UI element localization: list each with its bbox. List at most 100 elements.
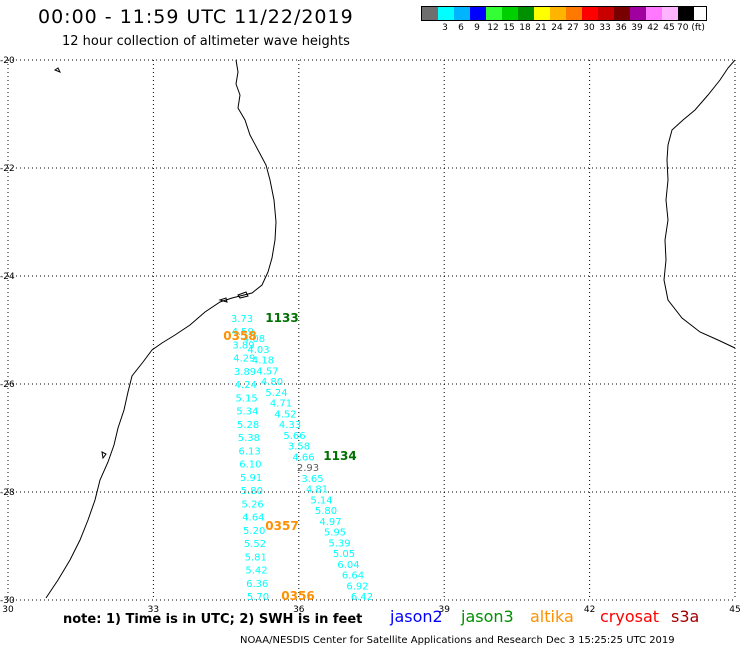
swh-value: 5.15 (235, 393, 257, 404)
pass-time-label: 0358 (223, 329, 256, 343)
swh-value: 6.10 (239, 460, 261, 471)
africa-coastline (45, 59, 277, 599)
swh-value: 2.93 (297, 463, 319, 474)
madagascar-coastline (663, 59, 736, 349)
swh-value: 6.92 (346, 581, 368, 592)
swh-value: 5.20 (243, 526, 265, 537)
swh-value: 5.34 (236, 407, 258, 418)
swh-value: 5.66 (283, 431, 305, 442)
swh-value: 6.64 (342, 571, 364, 582)
swh-value: 3.73 (231, 314, 253, 325)
swh-value: 4.81 (306, 485, 328, 496)
scale-swatch (566, 7, 582, 20)
swh-value: 5.14 (310, 495, 332, 506)
lon-tick-label: 33 (148, 605, 159, 615)
lon-tick-label: 39 (438, 605, 450, 615)
swh-value: 4.33 (279, 420, 301, 431)
legend-cryosat: cryosat (600, 607, 660, 626)
swh-value: 6.36 (246, 579, 268, 590)
scale-swatch (438, 7, 454, 20)
swh-value: 5.42 (245, 566, 267, 577)
pass-time-label: 0357 (265, 519, 298, 533)
swh-value: 4.97 (319, 517, 341, 528)
swh-value: 5.81 (245, 552, 267, 563)
scale-swatch (518, 7, 534, 20)
legend-jason3: jason3 (461, 607, 514, 626)
swh-color-scale: 3 6 9 12 15 18 21 24 27 30 33 36 39 42 45 70 (ft) (421, 6, 707, 33)
legend-jason2: jason2 (390, 607, 443, 626)
coastline (45, 59, 736, 599)
scale-swatch (422, 7, 438, 20)
lake-outline (237, 291, 249, 299)
scale-label: 33 (599, 23, 611, 33)
wave-height-values: 3.73 4.59 3.89 4.29 3.89 4.24 5.15 5.34 5.28 5.38… (231, 314, 373, 603)
swh-value: 5.80 (315, 506, 337, 517)
scale-swatch (550, 7, 566, 20)
legend-s3a: s3a (671, 607, 700, 626)
scale-swatch (598, 7, 614, 20)
swh-value: 4.71 (270, 399, 292, 410)
swh-value: 5.91 (240, 473, 262, 484)
scale-swatch (646, 7, 662, 20)
axis-labels: 30 33 36 39 42 45 -20 -22 -24 -26 -28 -30 (0, 56, 740, 615)
pass-time-label: 1133 (265, 311, 298, 325)
swh-value: 6.42 (351, 592, 373, 603)
lat-tick-label: -20 (0, 56, 15, 66)
scale-label: 30 (583, 23, 595, 33)
swh-value: 4.64 (242, 513, 264, 524)
swh-value: 5.95 (324, 528, 346, 539)
swh-value: 4.18 (252, 356, 274, 367)
lon-tick-label: 42 (584, 605, 595, 615)
swh-value: 5.38 (238, 433, 260, 444)
lat-tick-label: -24 (0, 272, 15, 282)
lat-tick-label: -26 (0, 380, 15, 390)
swh-value: 3.89 (232, 340, 254, 351)
swh-value: 3.65 (301, 474, 323, 485)
scale-swatch (630, 7, 646, 20)
swh-value: 5.39 (328, 538, 350, 549)
swh-value: 3.89 (234, 367, 256, 378)
scale-label: 12 (487, 23, 499, 33)
swh-value: 5.26 (242, 499, 264, 510)
swh-value: 5.52 (244, 539, 266, 550)
swh-value: 6.04 (337, 560, 359, 571)
scale-label: 6 (458, 23, 464, 33)
swh-value: 4.80 (261, 377, 283, 388)
legend-altika: altika (530, 607, 574, 626)
pass-time-label: 0356 (281, 589, 314, 603)
lat-tick-label: -30 (0, 596, 15, 606)
scale-swatch (582, 7, 598, 20)
scale-label: 18 (519, 23, 531, 33)
scale-label: 9 (474, 23, 480, 33)
scale-label: 24 (551, 23, 563, 33)
swh-value: 4.29 (233, 354, 255, 365)
scale-swatch (486, 7, 502, 20)
swh-value: 6.13 (238, 446, 260, 457)
swh-value: 3.58 (288, 442, 310, 453)
small-island-2 (101, 451, 107, 460)
color-scale-labels: 3 6 9 12 15 18 21 24 27 30 33 36 39 42 45 70 (ft) (421, 23, 707, 33)
scale-label: 45 (663, 23, 675, 33)
scale-label: 3 (442, 23, 448, 33)
swh-value: 4.57 (256, 366, 278, 377)
swh-value: 5.05 (333, 549, 355, 560)
scale-label: 15 (503, 23, 515, 33)
swh-value: 4.66 (292, 452, 314, 463)
pass-time-label: 1134 (323, 449, 356, 463)
lat-tick-label: -22 (0, 164, 15, 174)
scale-swatch (502, 7, 518, 20)
scale-label: 21 (535, 23, 547, 33)
swh-value: 5.70 (247, 592, 269, 603)
pass-time-labels: 1133 0358 1134 0357 0356 (223, 311, 356, 603)
scale-swatch (534, 7, 550, 20)
lake-outline-2 (218, 297, 228, 303)
scale-label: 36 (615, 23, 627, 33)
swh-value: 4.03 (247, 345, 269, 356)
scale-swatch (614, 7, 630, 20)
scale-swatch (454, 7, 470, 20)
scale-swatch (470, 7, 486, 20)
scale-label: 70 (ft) (677, 23, 705, 33)
credit-line: NOAA/NESDIS Center for Satellite Applica… (240, 635, 675, 646)
swh-value: 4.52 (274, 409, 296, 420)
small-island (53, 67, 62, 73)
